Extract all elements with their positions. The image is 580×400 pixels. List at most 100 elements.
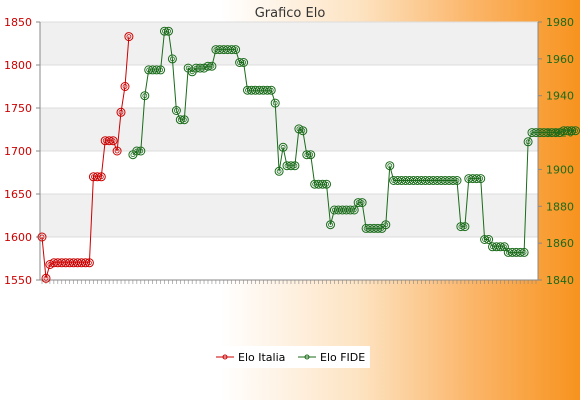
y-right-tick-label: 1860 [546,237,574,250]
data-point-inner-elo-italia [43,275,49,281]
data-point-inner-elo-fide [158,67,164,73]
data-point-elo-fide [322,179,331,189]
y-left-tick-label: 1700 [4,145,32,158]
data-point-elo-italia [108,136,118,146]
data-point-inner-elo-fide [462,224,468,230]
legend-label-elo-italia: Elo Italia [238,351,285,364]
data-point-elo-fide [160,26,169,36]
data-point-inner-elo-italia [39,234,45,240]
chart-title: Grafico Elo [255,6,326,21]
y-right-tick-label: 1940 [546,90,574,103]
y-left-tick-label: 1550 [4,274,32,287]
data-point-elo-fide [132,146,142,156]
data-point-elo-fide [385,161,395,171]
data-point-elo-fide [495,242,505,252]
legend: Elo Italia Elo FIDE [210,346,370,368]
data-point-inner-elo-fide [280,144,286,150]
data-point-elo-fide [484,235,494,244]
legend-marker-elo-italia [222,354,228,360]
data-point-elo-fide [171,106,181,115]
data-point-elo-fide [179,115,189,125]
data-point-elo-italia [124,32,134,42]
data-point-elo-fide [207,61,217,71]
data-point-elo-fide [235,58,245,67]
data-point-elo-fide [472,174,482,184]
x-axis [40,279,538,284]
data-point-inner-elo-fide [272,100,278,106]
data-point-elo-italia [104,136,114,146]
plot-band [40,108,538,151]
data-point-inner-elo-fide [169,56,175,62]
series-layer [37,26,580,283]
data-point-elo-italia [37,232,47,242]
data-point-elo-italia [92,172,102,182]
data-point-elo-fide [227,45,237,55]
data-point-elo-italia [84,258,94,268]
data-point-elo-fide [156,65,166,75]
data-point-inner-elo-fide [233,47,239,52]
data-point-elo-fide [231,45,241,55]
data-point-elo-fide [278,142,288,152]
y-right-tick-label: 1880 [546,200,574,213]
data-point-elo-fide [452,176,462,185]
y-left-tick-label: 1800 [4,59,32,72]
data-point-elo-fide [290,161,300,171]
data-point-elo-fide [239,58,249,67]
data-point-elo-fide [480,235,490,244]
y-right-tick-label: 1900 [546,163,574,176]
data-point-inner-elo-fide [300,128,306,134]
data-point-elo-fide [345,205,355,215]
data-point-inner-elo-fide [181,117,187,123]
data-point-elo-italia [120,82,130,91]
data-point-elo-fide [373,223,383,233]
y-left-tick-label: 1750 [4,102,32,115]
data-point-elo-fide [286,161,296,171]
data-point-inner-elo-fide [324,181,329,187]
data-point-elo-fide [167,54,177,64]
data-point-elo-fide [262,85,272,95]
data-point-inner-elo-fide [501,244,507,250]
data-point-elo-fide [476,174,486,184]
data-point-inner-elo-fide [166,28,171,34]
data-point-inner-elo-fide [138,148,144,154]
data-point-elo-fide [515,247,525,257]
data-point-elo-italia [112,146,122,156]
y-left-tick-label: 1650 [4,188,32,201]
data-point-inner-elo-fide [292,163,298,169]
data-point-elo-fide [164,26,173,36]
y-right-tick-label: 1980 [546,16,574,29]
y-right-tick-label: 1960 [546,53,574,66]
data-point-inner-elo-fide [486,237,492,242]
data-point-inner-elo-fide [387,163,393,169]
data-point-inner-elo-fide [209,63,215,69]
data-point-inner-elo-fide [573,128,578,134]
data-point-elo-fide [140,91,150,101]
data-point-elo-fide [456,222,466,232]
data-point-elo-fide [306,150,316,160]
data-point-inner-elo-fide [241,60,247,65]
data-point-inner-elo-fide [351,207,357,213]
data-point-elo-fide [274,166,284,176]
data-point-inner-elo-fide [268,87,274,93]
data-point-elo-fide [175,115,185,125]
data-point-inner-elo-fide [383,222,389,228]
data-point-inner-elo-italia [114,148,120,154]
plot-band [40,194,538,237]
data-point-inner-elo-italia [126,34,132,39]
plot-band [40,22,538,65]
data-point-inner-elo-fide [173,108,179,113]
data-point-elo-fide [381,220,391,230]
y-axis-left: 1550 1600 1650 1700 1750 1800 1850 [4,16,41,287]
data-point-elo-fide [460,222,470,232]
y-left-tick-label: 1600 [4,231,32,244]
data-point-elo-fide [567,126,577,136]
plot-band [40,151,538,194]
data-point-inner-elo-fide [328,222,333,228]
data-point-inner-elo-italia [98,174,104,180]
data-point-inner-elo-italia [110,138,116,144]
data-point-elo-fide [326,220,335,230]
data-point-inner-elo-fide [359,200,365,206]
data-point-inner-elo-fide [454,178,460,183]
